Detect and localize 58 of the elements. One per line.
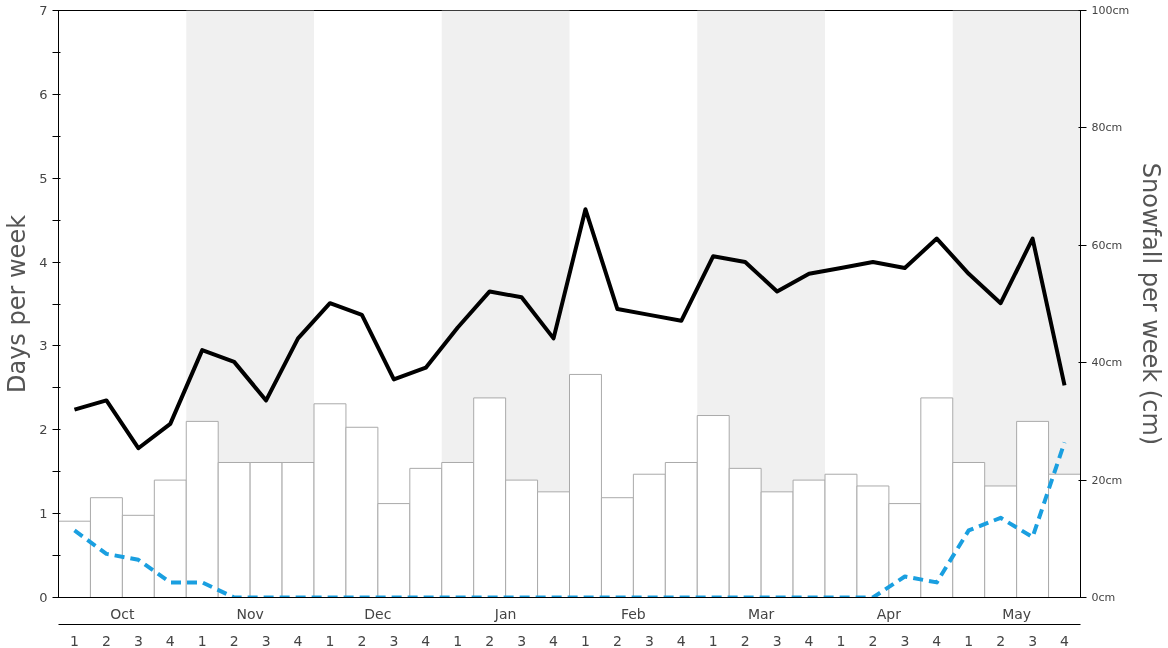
y2-tick-label: 80cm: [1091, 121, 1123, 135]
text: Dec: [364, 605, 392, 622]
x-tick-label: 2: [101, 632, 111, 648]
x-tick-label: 2: [357, 632, 367, 648]
x-tick-label: 2: [612, 632, 622, 648]
y-tick-label: 0: [39, 590, 48, 605]
x-tick-label: 4: [549, 632, 559, 648]
text: Mar: [747, 605, 775, 622]
x-tick-label: 4: [804, 632, 814, 648]
x-tick-label: 4: [165, 632, 175, 648]
x-tick-label: 3: [644, 632, 654, 648]
x-tick-label: 3: [133, 632, 143, 648]
y2-tick-label: 100cm: [1091, 4, 1130, 17]
text: May: [1002, 605, 1032, 622]
y-tick-label: 4: [39, 254, 48, 270]
x-tick-label: 1: [836, 632, 846, 648]
x-tick-label: 3: [900, 632, 910, 648]
x-tick-label: 4: [1060, 632, 1070, 648]
x-tick-label: 2: [229, 632, 239, 648]
y-tick-label: 7: [39, 3, 48, 18]
x-tick-label: 1: [453, 632, 463, 648]
x-tick-label: 2: [740, 632, 750, 648]
x-tick-label: 1: [70, 632, 79, 648]
x-tick-label: 2: [996, 632, 1006, 648]
text: Feb: [620, 605, 646, 622]
y-tick-label: 1: [39, 506, 48, 522]
x-tick-label: 1: [581, 632, 590, 648]
text: Jan: [493, 605, 517, 622]
y2-tick-label: 20cm: [1091, 473, 1123, 487]
x-tick-label: 4: [293, 632, 303, 648]
x-tick-label: 1: [197, 632, 207, 648]
x-tick-label: 2: [485, 632, 495, 648]
x-tick-label: 1: [964, 632, 974, 648]
line-series: [72, 440, 1067, 598]
x-tick-label: 3: [261, 632, 271, 648]
x-tick-label: 2: [868, 632, 878, 648]
y2-tick-label: 40cm: [1091, 356, 1123, 370]
y-tick-label: 5: [39, 170, 48, 186]
x-tick-label: 3: [772, 632, 782, 648]
y2-axis-title: Snowfall per week (cm): [1137, 162, 1166, 446]
y-tick-label: 6: [39, 86, 48, 102]
y-tick-label: 2: [39, 422, 48, 438]
line-series: [72, 207, 1067, 451]
text: Oct: [110, 605, 135, 622]
y2-tick-label: 0cm: [1091, 591, 1116, 604]
x-tick-label: 3: [1028, 632, 1038, 648]
x-tick-label: 4: [932, 632, 942, 648]
x-tick-label: 3: [389, 632, 399, 648]
x-tick-label: 4: [676, 632, 686, 648]
y-axis-title: Days per week: [3, 214, 32, 394]
x-tick-label: 4: [421, 632, 431, 648]
x-tick-label: 3: [517, 632, 527, 648]
text: Apr: [876, 605, 902, 622]
y2-tick-label: 60cm: [1091, 238, 1123, 252]
x-tick-label: 1: [325, 632, 335, 648]
x-tick-label: 1: [708, 632, 718, 648]
y-tick-label: 3: [39, 338, 48, 354]
text: Nov: [236, 605, 264, 622]
